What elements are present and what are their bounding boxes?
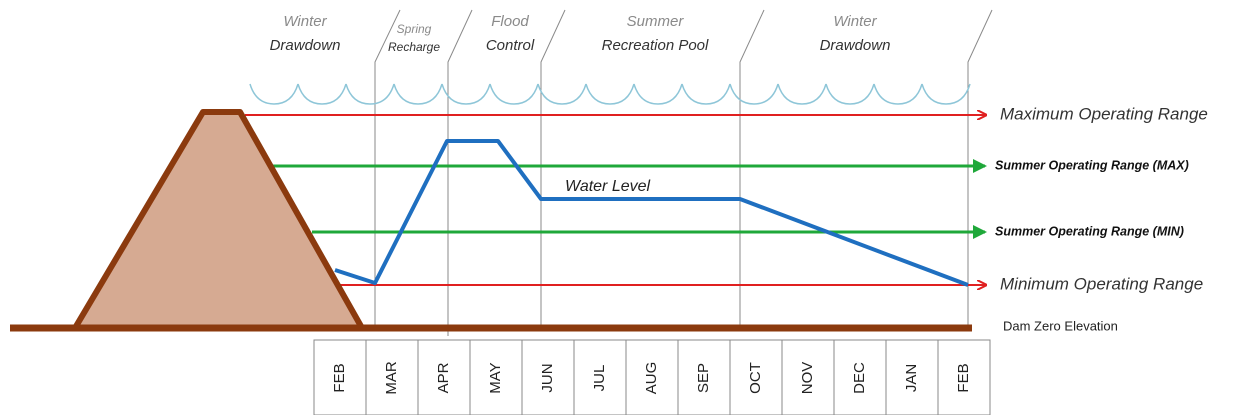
range-label: Summer Operating Range (MAX)	[995, 158, 1189, 172]
season-bottom: Drawdown	[270, 37, 341, 54]
month-label: OCT	[747, 362, 764, 394]
range-label: Summer Operating Range (MIN)	[995, 224, 1184, 238]
month-label: JAN	[903, 364, 920, 392]
month-label: JUL	[591, 365, 608, 392]
month-label: NOV	[799, 362, 816, 395]
season-top: Winter	[283, 13, 327, 30]
dam	[75, 112, 362, 328]
range-label: Maximum Operating Range	[1000, 104, 1208, 123]
month-label: FEB	[331, 363, 348, 392]
season-bottom: Recreation Pool	[602, 37, 709, 54]
reservoir-diagram: Water Level Maximum Operating Range Summ…	[0, 0, 1244, 415]
month-label: DEC	[851, 362, 868, 394]
season-top: Flood	[491, 13, 529, 30]
season-bottom: Drawdown	[820, 37, 891, 54]
month-label: FEB	[955, 363, 972, 392]
season-top: Spring	[397, 22, 432, 36]
month-label: MAR	[383, 361, 400, 395]
month-label: JUN	[539, 363, 556, 392]
season-bottom: Control	[486, 37, 535, 54]
season-top: Winter	[833, 13, 877, 30]
water-level-line	[335, 141, 968, 285]
month-label: SEP	[695, 363, 712, 393]
season-bottom: Recharge	[388, 40, 440, 54]
month-label: AUG	[643, 362, 660, 395]
month-label: MAY	[487, 362, 504, 393]
water-waves	[250, 84, 970, 104]
month-label: APR	[435, 362, 452, 393]
wave	[250, 84, 970, 104]
dam-zero-label: Dam Zero Elevation	[1003, 318, 1118, 333]
season-dividers	[375, 10, 992, 336]
range-label: Minimum Operating Range	[1000, 274, 1203, 293]
season-top: Summer	[627, 13, 685, 30]
water-level-label: Water Level	[565, 178, 651, 195]
